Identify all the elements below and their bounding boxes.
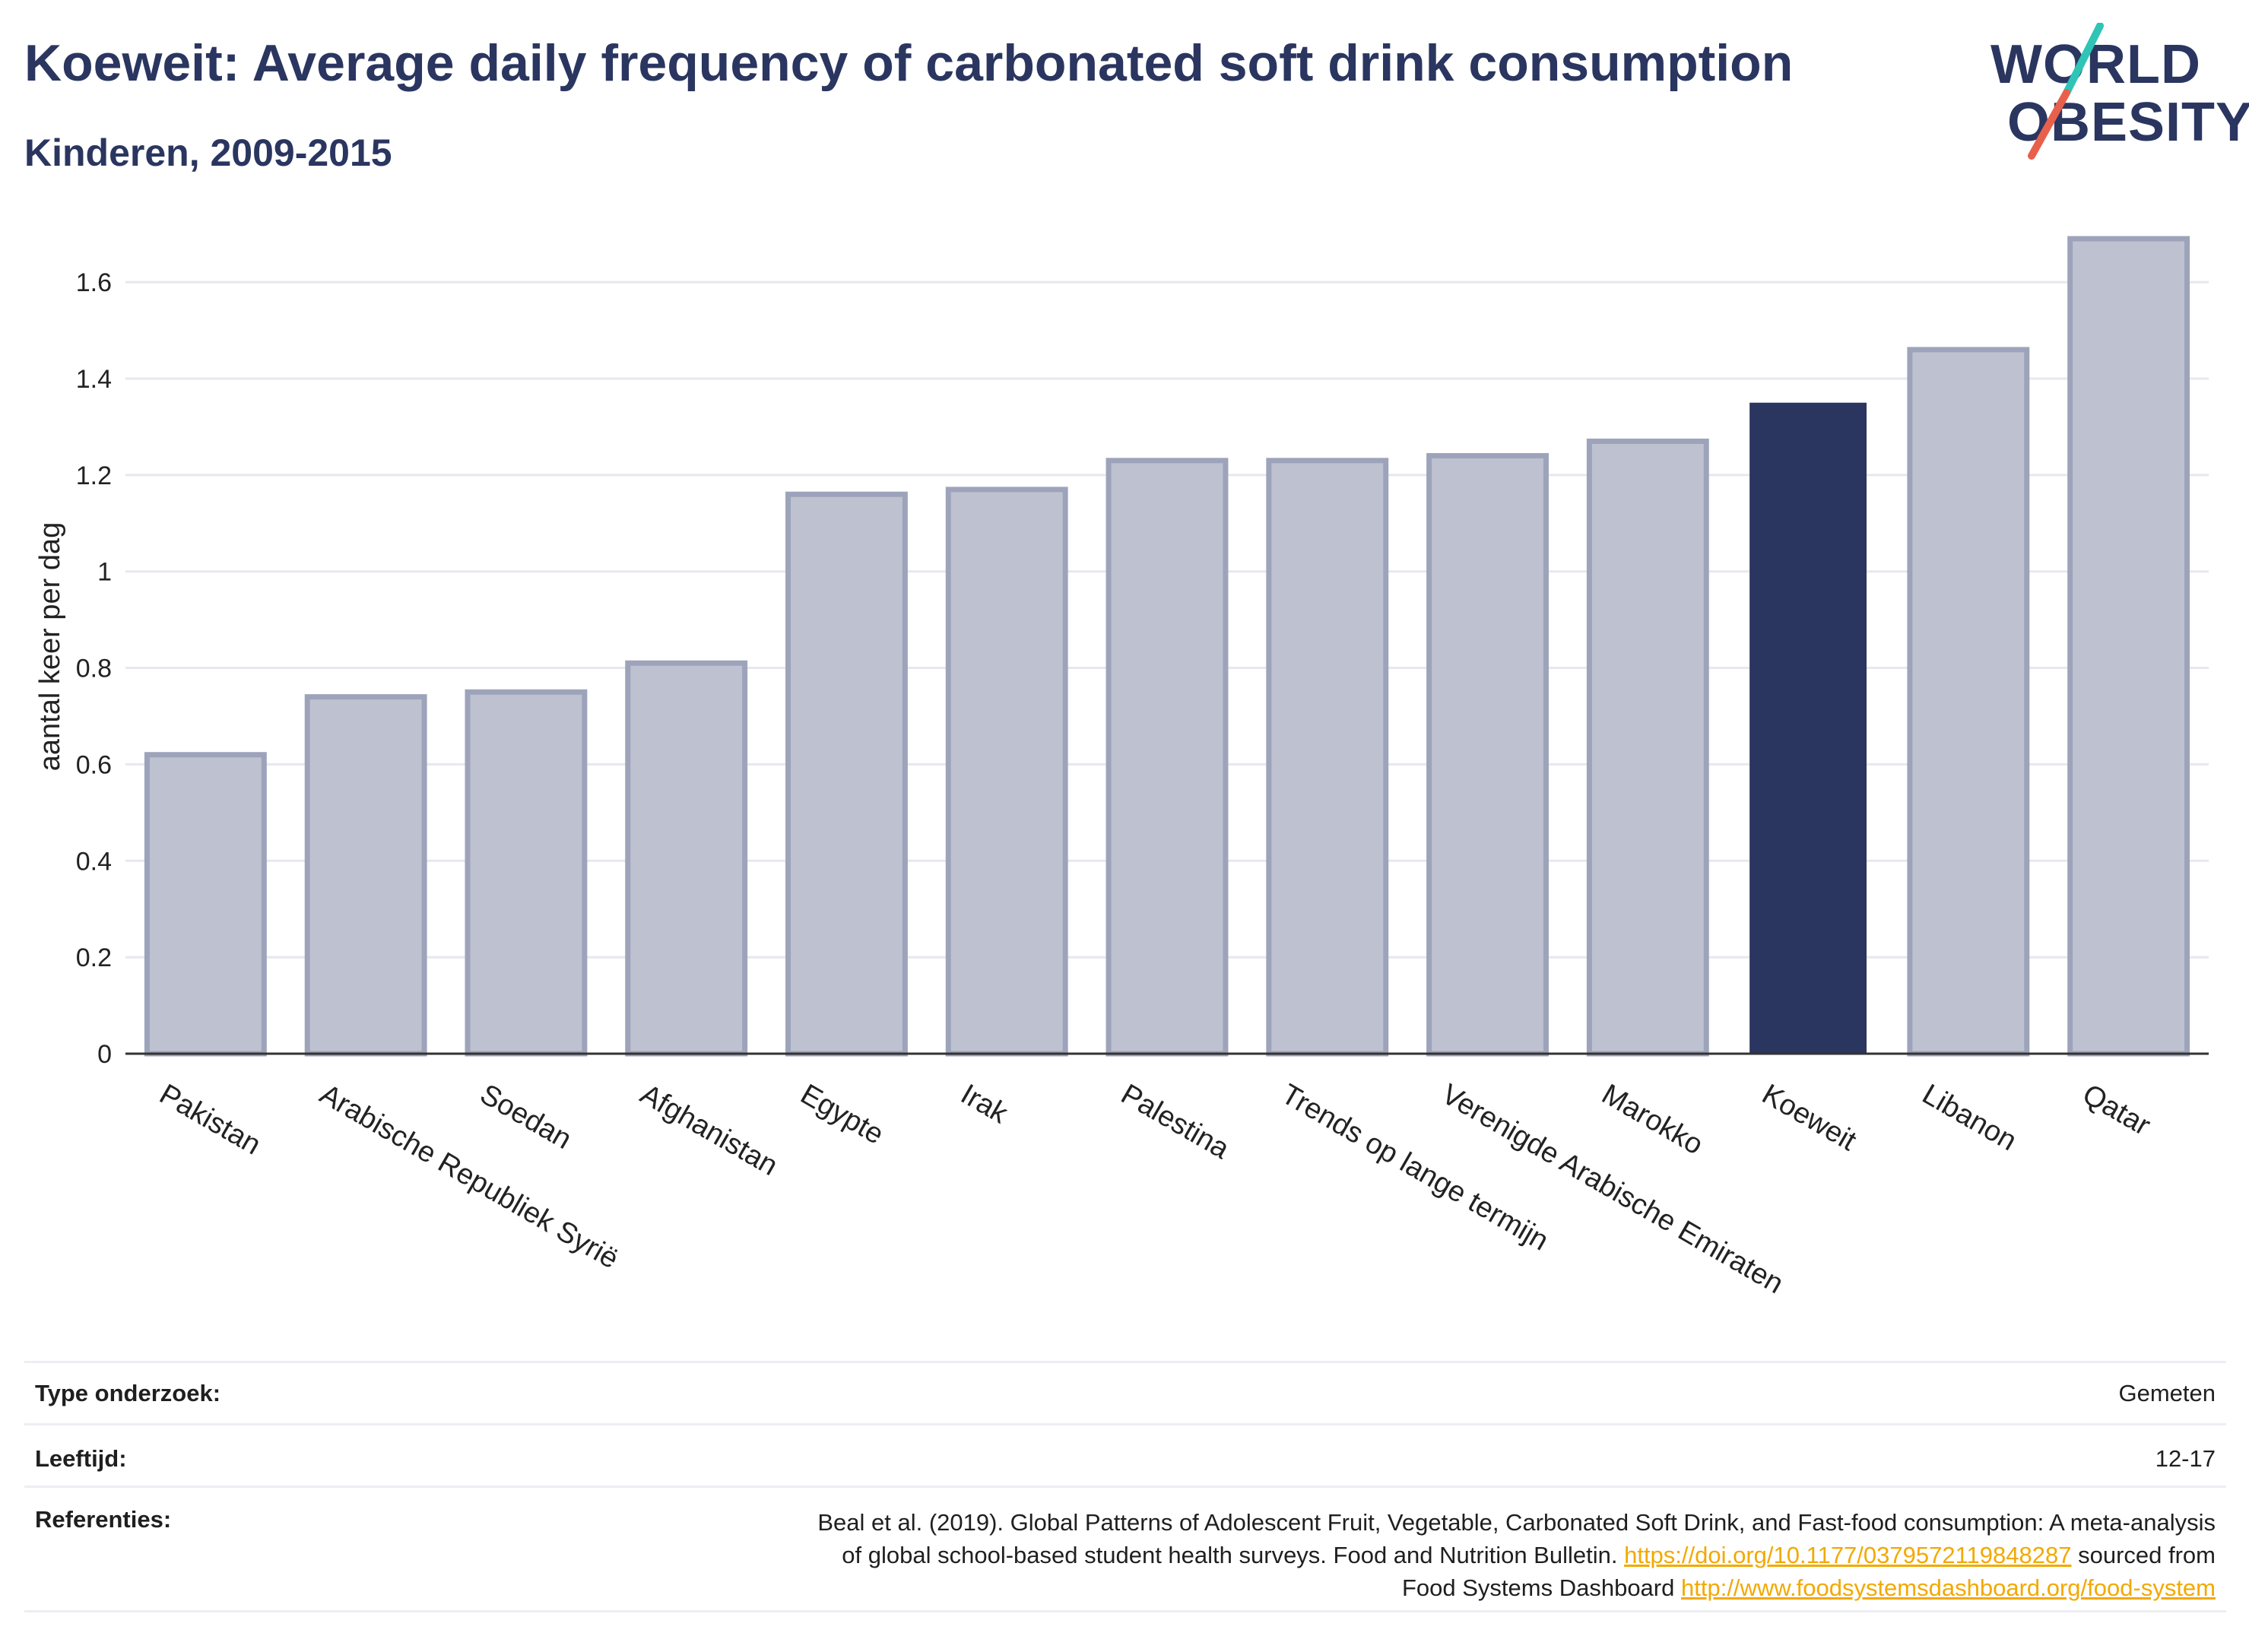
x-tick-label: Afghanistan <box>635 1078 783 1182</box>
bar-chart: 0 0.2 0.4 0.6 0.8 1 1.2 1.4 1.6 Pakistan Arabisch… <box>34 236 2209 1300</box>
meta-row-age: Leeftijd: 12-17 <box>24 1423 2226 1486</box>
bar-afghanistan[interactable] <box>625 660 748 1057</box>
meta-age-label: Leeftijd: <box>35 1445 127 1472</box>
meta-type-label: Type onderzoek: <box>35 1380 221 1406</box>
logo-slash-icon <box>2028 23 2104 160</box>
bar-soedan[interactable] <box>465 689 588 1057</box>
x-tick-label: Soedan <box>474 1078 576 1156</box>
logo-line1: WORLD <box>1990 34 2201 95</box>
chart-subtitle: Kinderen, 2009-2015 <box>24 132 392 174</box>
y-tick-label: 0.4 <box>76 847 112 876</box>
bar-marokko[interactable] <box>1586 438 1709 1057</box>
y-tick-label: 0.6 <box>76 750 112 779</box>
x-tick-label: Koeweit <box>1756 1078 1861 1157</box>
bar-irak[interactable] <box>945 487 1068 1057</box>
bar-pakistan[interactable] <box>144 752 267 1057</box>
x-tick-label: Marokko <box>1597 1078 1708 1161</box>
meta-ref-label: Referenties: <box>35 1506 172 1533</box>
meta-ref-value: Beal et al. (2019). Global Patterns of A… <box>817 1506 2216 1604</box>
world-obesity-logo: WORLD OBESITY <box>1977 23 2249 160</box>
bar-arabische-republiek-syri-[interactable] <box>304 694 427 1057</box>
y-tick-label: 1.2 <box>76 461 112 490</box>
x-tick-label: Qatar <box>2077 1078 2156 1142</box>
meta-age-value: 12-17 <box>2155 1445 2216 1472</box>
ref-line-3-text: Food Systems Dashboard <box>1401 1574 1675 1601</box>
ref-line-2-tail: sourced from <box>2078 1542 2216 1568</box>
x-tick-label: Egypte <box>795 1078 889 1151</box>
meta-type-value: Gemeten <box>2118 1380 2216 1406</box>
bar-palestina[interactable] <box>1105 458 1229 1057</box>
chart-title: Koeweit: Average daily frequency of carb… <box>24 34 1794 92</box>
x-tick-label: Irak <box>956 1078 1014 1130</box>
dashboard-link[interactable]: http://www.foodsystemsdashboard.org/food… <box>1681 1574 2216 1601</box>
ref-line-1: Beal et al. (2019). Global Patterns of A… <box>817 1509 2216 1536</box>
doi-link[interactable]: https://doi.org/10.1177/0379572119848287 <box>1624 1542 2072 1568</box>
ref-line-2-text: of global school-based student health su… <box>842 1542 1618 1568</box>
bar-libanon[interactable] <box>1907 347 2030 1057</box>
bar-qatar[interactable] <box>2067 236 2190 1057</box>
bar-koeweit[interactable] <box>1749 402 1867 1054</box>
ref-line-2: of global school-based student health su… <box>817 1539 2216 1571</box>
y-axis-title: aantal keer per dag <box>34 522 66 771</box>
bar-verenigde-arabische-emiraten[interactable] <box>1426 452 1549 1057</box>
y-tick-label: 1 <box>97 558 112 587</box>
meta-bottom-rule <box>24 1610 2226 1612</box>
bars <box>144 236 2190 1057</box>
y-tick-label: 0.8 <box>76 655 112 683</box>
bar-trends-op-lange-termijn[interactable] <box>1266 458 1389 1057</box>
y-tick-label: 1.6 <box>76 268 112 297</box>
y-tick-label: 1.4 <box>76 365 112 394</box>
x-tick-label: Arabische Republiek Syrië <box>314 1078 623 1275</box>
y-tick-label: 0.2 <box>76 943 112 972</box>
y-tick-label: 0 <box>97 1040 112 1069</box>
x-tick-label: Trends op lange termijn <box>1276 1078 1554 1257</box>
bar-egypte[interactable] <box>785 491 908 1057</box>
meta-row-type: Type onderzoek: Gemeten <box>24 1361 2226 1424</box>
x-tick-label: Palestina <box>1115 1078 1235 1165</box>
x-tick-label: Pakistan <box>154 1078 266 1161</box>
x-tick-label: Libanon <box>1917 1078 2022 1157</box>
meta-row-references: Referenties: Beal et al. (2019). Global … <box>24 1486 2226 1612</box>
y-axis-ticks: 0 0.2 0.4 0.6 0.8 1 1.2 1.4 1.6 <box>76 268 112 1069</box>
ref-line-3: Food Systems Dashboard http://www.foodsy… <box>817 1571 2216 1604</box>
